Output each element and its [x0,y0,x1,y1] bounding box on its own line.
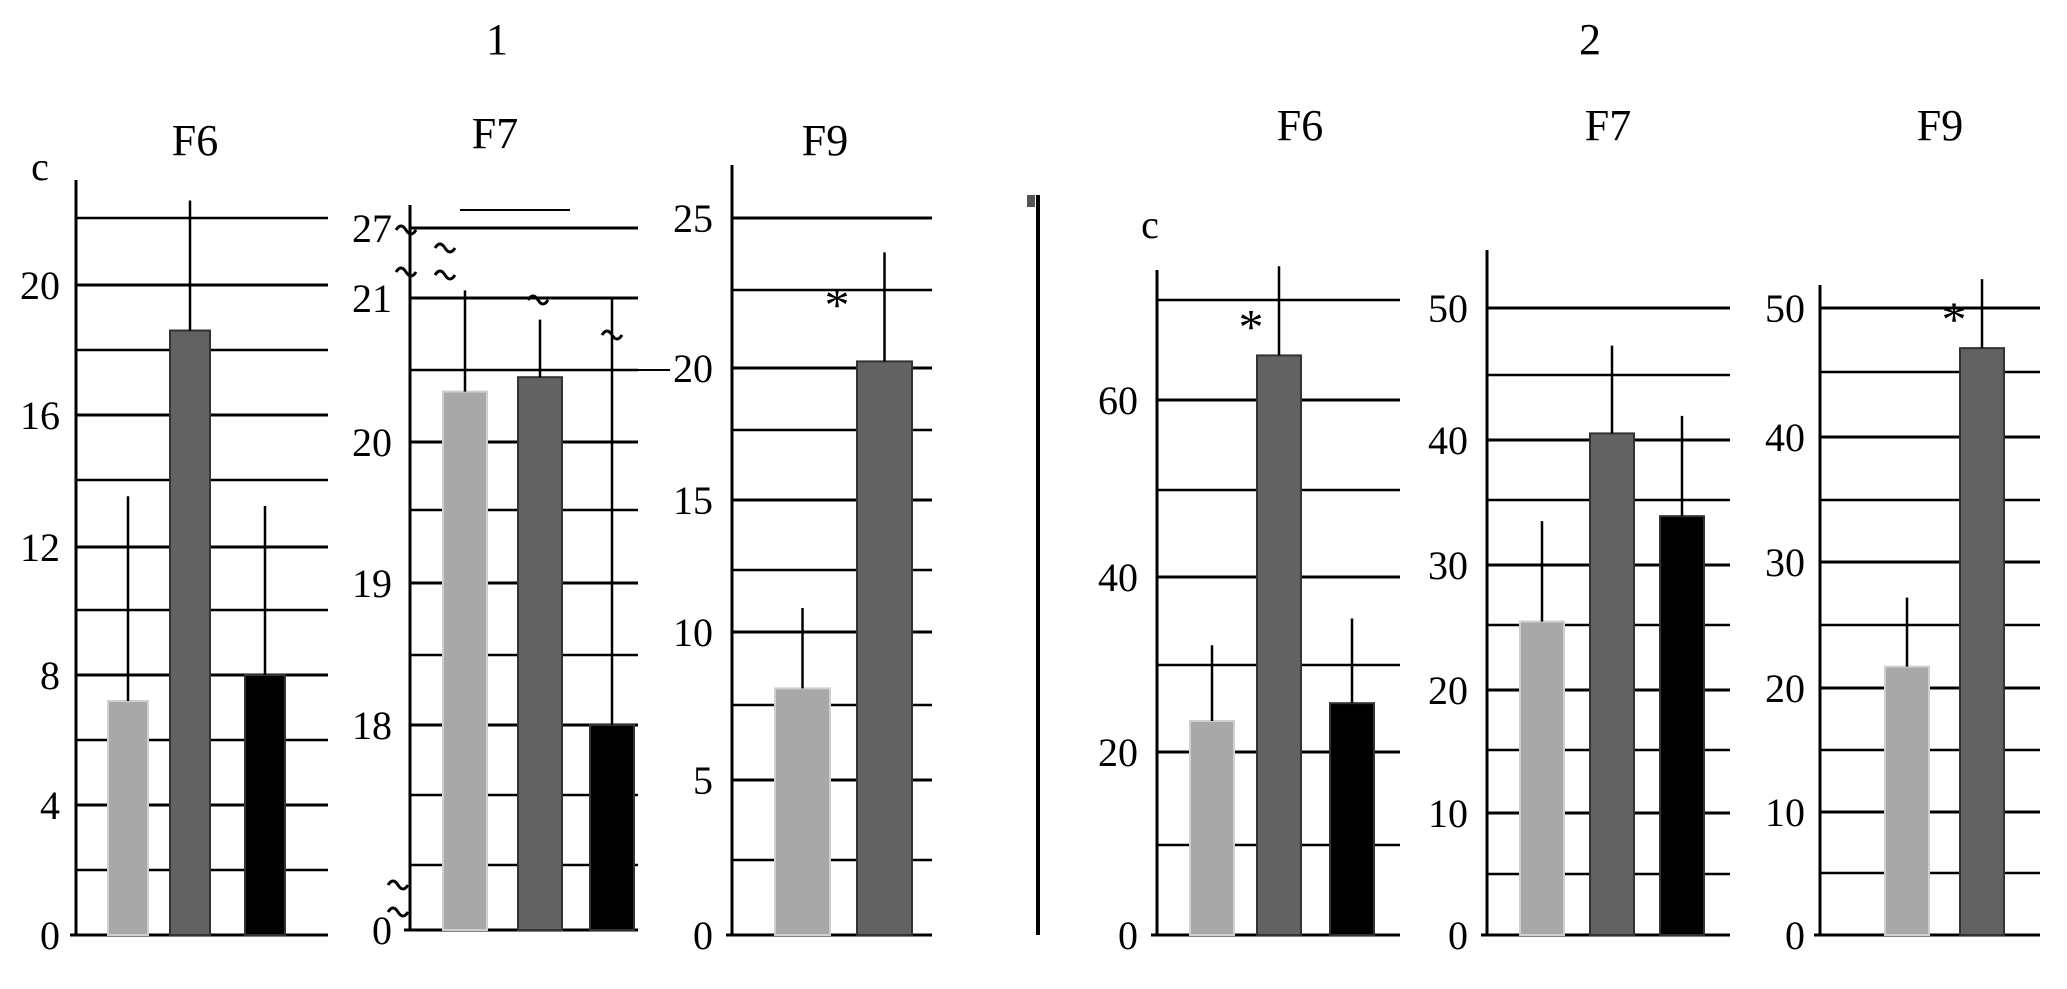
chart2-tick-label: 18 [352,703,392,748]
chart-title-2-f9: F9 [1917,101,1963,150]
chart1-tick-label: 12 [20,525,60,570]
chart2-axis-break-mark-2 [435,244,455,252]
chart4-tick-label: 60 [1098,378,1138,423]
chart2-bar-3 [590,725,634,930]
chart2-axis-break-mark-3 [435,271,455,279]
chart5-tick-label: 30 [1428,543,1468,588]
chart3-tick-label: 0 [693,913,713,958]
chart2-tick-label: 0 [372,908,392,953]
chart3-tick-label: 25 [673,196,713,241]
group-label-2: 2 [1579,15,1601,64]
chart6-tick-label: 40 [1765,415,1805,460]
chart2-axis-break-mark-4 [396,268,416,276]
ylabel-2-f6: c [1141,202,1159,247]
chart1-tick-label: 8 [40,653,60,698]
chart2-tick-label: 27 [352,206,392,251]
chart4-tick-label: 40 [1098,555,1138,600]
chart1-bar-2 [170,331,210,936]
chart6-bar-1 [1885,667,1929,935]
chart5-tick-label: 50 [1428,286,1468,331]
chart1-tick-label: 4 [40,783,60,828]
chart-title-1-f9: F9 [802,116,848,165]
chart4-bar-1 [1190,721,1234,935]
chart5-tick-label: 20 [1428,668,1468,713]
group-label-1: 1 [486,15,508,64]
chart2-bar-2 [518,377,562,930]
chart3-tick-label: 10 [673,610,713,655]
chart2-tick-label: 19 [352,561,392,606]
chart3-tick-label: 20 [673,346,713,391]
separator-mark [1027,195,1035,207]
chart1-tick-label: 16 [20,393,60,438]
chart4-bar-3 [1330,703,1374,935]
chart-title-2-f7: F7 [1585,101,1631,150]
ylabel-1-f6: c [31,144,49,189]
chart-title-1-f7: F7 [472,109,518,158]
chart-title-2-f6: F6 [1277,101,1323,150]
figure-svg: 1 2 F6 F7 F9 F6 F7 F9 c c 0 4 8 12 16 20 0 18 19… [0,0,2067,984]
chart4-tick-label: 0 [1118,913,1138,958]
chart6-tick-label: 0 [1785,913,1805,958]
chart6-bar-2 [1960,348,2004,935]
chart2-tick-label: 21 [352,276,392,321]
chart5-tick-label: 10 [1428,791,1468,836]
chart4-asterisk: * [1239,298,1264,354]
chart6-tick-label: 10 [1765,790,1805,835]
chart3-asterisk: * [825,276,850,332]
chart3-bar-2 [857,361,912,935]
figure: 1 2 F6 F7 F9 F6 F7 F9 c c 0 4 8 12 16 20 0 18 19… [0,0,2067,984]
chart5-bar-3 [1660,516,1704,935]
chart1-tick-label: 20 [20,263,60,308]
chart6-tick-label: 50 [1765,286,1805,331]
chart2-tick-label: 20 [352,420,392,465]
chart2-axis-break-mark-7 [388,881,408,889]
chart1-bar-1 [108,701,148,935]
chart3-tick-label: 5 [693,758,713,803]
chart6-asterisk: * [1942,291,1967,347]
chart6-tick-label: 30 [1765,540,1805,585]
chart5-bar-1 [1520,622,1564,936]
chart2-bar-1 [443,392,487,930]
chart6-tick-label: 20 [1765,666,1805,711]
chart5-tick-label: 40 [1428,418,1468,463]
chart5-bar-2 [1590,433,1634,935]
chart3-bar-1 [775,688,830,935]
chart1-tick-label: 0 [40,913,60,958]
chart-title-1-f6: F6 [172,116,218,165]
chart5-tick-label: 0 [1448,913,1468,958]
chart4-bar-2 [1257,355,1301,935]
chart4-tick-label: 20 [1098,730,1138,775]
chart3-tick-label: 15 [673,478,713,523]
chart1-bar-3 [245,675,285,935]
